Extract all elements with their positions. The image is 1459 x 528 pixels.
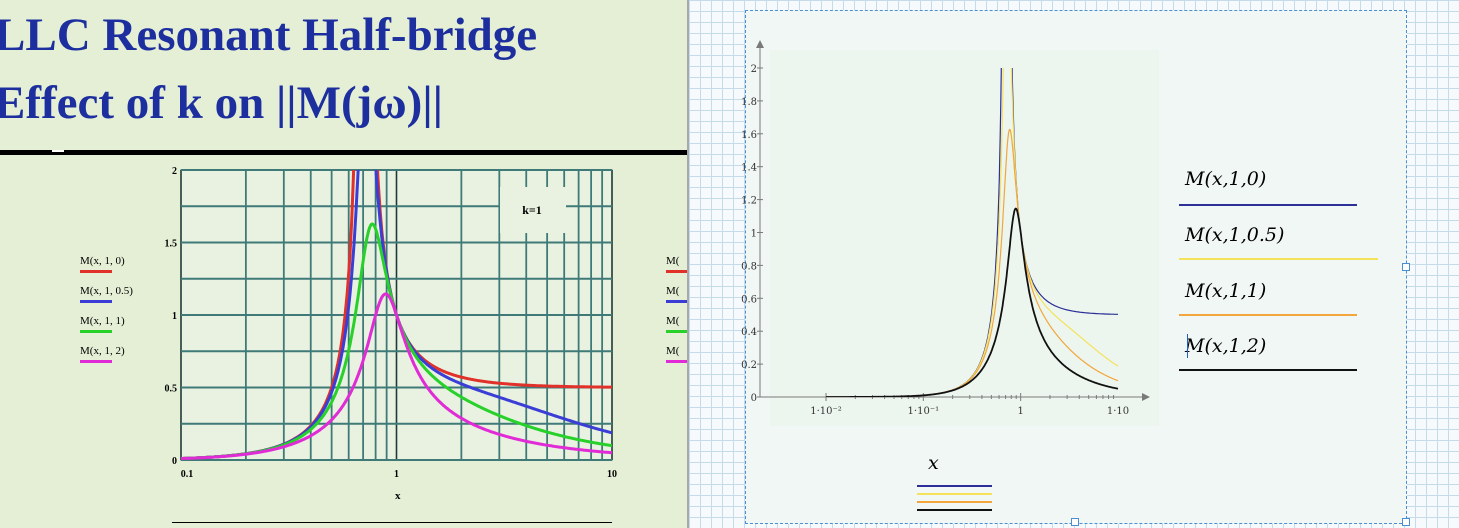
slide-legend-label: M(x, 1, 2) xyxy=(80,345,125,357)
slide-title: LLC Resonant Half-bridge xyxy=(0,9,538,61)
cropped-legend-swatch xyxy=(666,300,687,303)
x-tick-label: 1·10 xyxy=(1107,406,1129,417)
cropped-legend-item: M( xyxy=(666,345,687,375)
x-axis-arrow xyxy=(1142,393,1150,401)
slide-x-tick-label: 10 xyxy=(607,469,617,480)
series-line xyxy=(826,128,1119,397)
resize-handle-corner[interactable] xyxy=(1402,518,1410,526)
trace-label[interactable]: M(x,1,2) xyxy=(1185,335,1267,357)
slide-legend: M(x, 1, 0) M(x, 1, 0.5) M(x, 1, 1) M(x, … xyxy=(80,255,133,375)
slide-legend-cropped: M( M( M( M( xyxy=(666,255,687,375)
y-tick-label: 0.8 xyxy=(741,261,757,272)
slide-y-tick-label: 1.5 xyxy=(165,239,178,250)
series-line xyxy=(826,207,1119,397)
slide-y-tick-label: 2 xyxy=(172,166,177,177)
cropped-legend-label: M( xyxy=(666,345,680,357)
trace-label[interactable]: M(x,1,0.5) xyxy=(1185,224,1285,246)
x-axis-variable[interactable]: x xyxy=(928,452,939,474)
x-trace-swatch xyxy=(917,509,992,511)
slide-legend-label: M(x, 1, 1) xyxy=(80,315,125,327)
slide-legend-swatch xyxy=(80,330,112,333)
slide-y-tick-label: 1 xyxy=(172,311,177,322)
slide-legend-item: M(x, 1, 0.5) xyxy=(80,285,133,315)
series-line xyxy=(826,68,1118,397)
slide-annotation: k=1 xyxy=(522,203,542,217)
x-tick-label: 1·10⁻² xyxy=(810,406,842,417)
x-trace-swatch xyxy=(917,485,992,487)
plot-area[interactable] xyxy=(770,50,1159,426)
slide-panel: LLC Resonant Half-bridge Effect of k on … xyxy=(0,0,687,528)
trace-label[interactable]: M(x,1,0) xyxy=(1185,168,1267,190)
slide-subtitle: Effect of k on ||M(jω)|| xyxy=(0,77,444,129)
cropped-legend-item: M( xyxy=(666,285,687,315)
x-trace-swatch xyxy=(917,501,992,503)
series-line xyxy=(826,68,1119,397)
divider-notch xyxy=(52,150,64,152)
slide-x-tick-label: 1 xyxy=(394,469,399,480)
x-tick-label: 1 xyxy=(1017,406,1023,417)
cropped-legend-label: M( xyxy=(666,255,680,267)
annotation-background xyxy=(500,187,566,233)
slide-legend-label: M(x, 1, 0.5) xyxy=(80,285,133,297)
resize-handle-right[interactable] xyxy=(1402,263,1410,271)
slide-legend-swatch xyxy=(80,360,112,363)
y-tick-label: 1.4 xyxy=(741,163,757,174)
trace-label[interactable]: M(x,1,1) xyxy=(1185,280,1267,302)
slide-x-tick-label: 0.1 xyxy=(181,469,194,480)
slide-x-axis-label: x xyxy=(395,490,401,502)
slide-y-tick-label: 0.5 xyxy=(165,384,178,395)
x-trace-swatch xyxy=(917,493,992,495)
window-divider[interactable] xyxy=(687,0,689,528)
y-axis-arrow xyxy=(756,40,764,48)
resize-handle-bottom[interactable] xyxy=(1071,518,1079,526)
slide-legend-item: M(x, 1, 1) xyxy=(80,315,133,345)
slide-legend-swatch xyxy=(80,300,112,303)
cropped-legend-item: M( xyxy=(666,255,687,285)
series-line xyxy=(181,292,612,460)
y-tick-label: 0.2 xyxy=(741,360,757,371)
x-tick-label: 1·10⁻¹ xyxy=(908,406,940,417)
next-chart-edge xyxy=(172,522,612,523)
y-tick-label: 0 xyxy=(751,393,757,404)
cropped-legend-item: M( xyxy=(666,315,687,345)
trace-swatch xyxy=(1179,314,1357,316)
cropped-legend-label: M( xyxy=(666,315,680,327)
cropped-legend-swatch xyxy=(666,330,687,333)
y-tick-label: 1.6 xyxy=(741,130,757,141)
y-tick-label: 1 xyxy=(751,229,757,240)
y-tick-label: 0.4 xyxy=(741,327,757,338)
trace-swatch xyxy=(1179,204,1357,206)
y-tick-label: 2 xyxy=(751,64,757,75)
y-tick-label: 1.2 xyxy=(741,196,757,207)
slide-legend-swatch xyxy=(80,270,112,273)
cropped-legend-swatch xyxy=(666,270,687,273)
trace-swatch xyxy=(1179,369,1357,371)
trace-swatch xyxy=(1179,258,1378,260)
y-tick-label: 1.8 xyxy=(741,97,757,108)
slide-chart: 0 0.5 1 1.5 2 0.1 1 10 k=1 xyxy=(165,166,618,480)
text-cursor xyxy=(1187,334,1188,358)
slide-y-tick-label: 0 xyxy=(172,456,177,467)
slide-legend-label: M(x, 1, 0) xyxy=(80,255,125,267)
slide-legend-item: M(x, 1, 2) xyxy=(80,345,133,375)
y-tick-label: 0.6 xyxy=(741,294,757,305)
cropped-legend-label: M( xyxy=(666,285,680,297)
title-divider xyxy=(0,150,687,155)
cropped-legend-swatch xyxy=(666,360,687,363)
slide-legend-item: M(x, 1, 0) xyxy=(80,255,133,285)
